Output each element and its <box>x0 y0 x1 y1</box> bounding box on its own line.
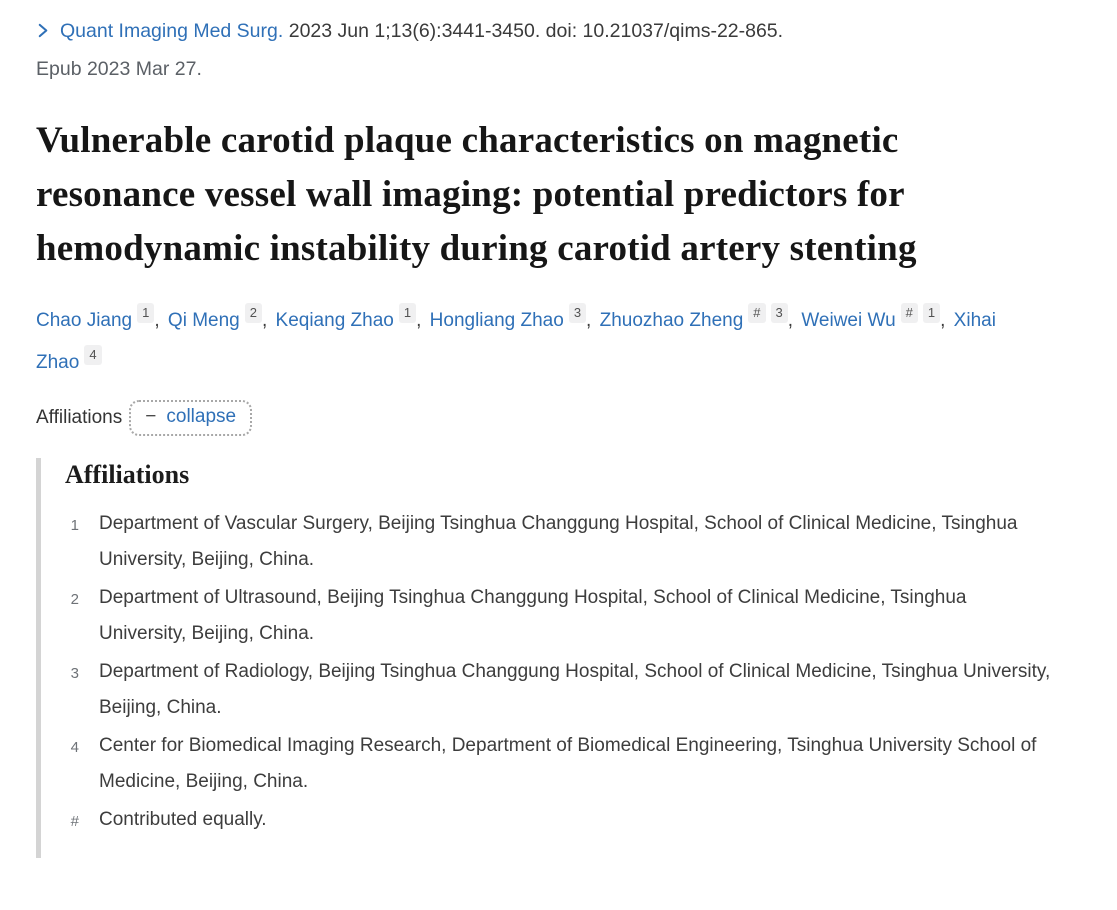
author-link[interactable]: Weiwei Wu <box>801 310 896 331</box>
affiliation-marker: 3 <box>70 665 79 682</box>
affiliation-item: # Contributed equally. <box>65 802 1081 840</box>
affiliation-number-superscript: 3 <box>568 303 587 323</box>
affiliation-number-superscript: 1 <box>922 303 941 323</box>
affiliation-text: Department of Radiology, Beijing Tsinghu… <box>99 661 1051 718</box>
affiliation-text: Department of Vascular Surgery, Beijing … <box>99 513 1018 570</box>
affiliations-toggle-row: Affiliations − collapse <box>36 400 1081 436</box>
affiliations-list: 1 Department of Vascular Surgery, Beijing… <box>65 506 1081 840</box>
author-separator: , <box>154 310 165 331</box>
affiliation-marker: 2 <box>70 591 79 608</box>
author-separator: , <box>261 310 273 331</box>
affiliation-text: Department of Ultrasound, Beijing Tsingh… <box>99 587 967 644</box>
epub-text: Epub 2023 Mar 27. <box>36 58 202 80</box>
affiliations-toggle-label: Affiliations <box>36 407 123 428</box>
affiliation-number-superscript: 1 <box>137 303 155 323</box>
author-link[interactable]: Zhuozhao Zheng <box>599 310 744 331</box>
collapse-button[interactable]: − collapse <box>129 400 253 436</box>
minus-icon: − <box>145 406 157 427</box>
authors-list: Chao Jiang 1, Qi Meng 2, Keqiang Zhao 1, Ho… <box>36 300 1036 384</box>
author-link[interactable]: Hongliang Zhao <box>429 310 564 331</box>
affiliation-item: 3 Department of Radiology, Beijing Tsingh… <box>65 654 1081 726</box>
journal-link[interactable]: Quant Imaging Med Surg. <box>60 20 284 42</box>
affiliations-panel: Affiliations 1 Department of Vascular Sur… <box>36 458 1081 858</box>
affiliation-number-superscript: 4 <box>84 345 102 365</box>
affiliation-item: 1 Department of Vascular Surgery, Beijing… <box>65 506 1081 578</box>
equal-contribution-superscript: # <box>748 303 766 323</box>
affiliation-text: Contributed equally. <box>99 809 267 830</box>
affiliations-heading: Affiliations <box>65 460 190 489</box>
affiliation-item: 4 Center for Biomedical Imaging Research,… <box>65 728 1081 800</box>
author-separator: , <box>940 310 951 331</box>
author-separator: , <box>787 310 799 331</box>
author-link[interactable]: Xihai Zhao <box>36 310 996 373</box>
citation-line: Quant Imaging Med Surg. 2023 Jun 1;13(6)… <box>36 12 1081 88</box>
affiliation-marker: # <box>70 813 79 830</box>
affiliation-number-superscript: 2 <box>244 303 262 323</box>
affiliation-marker: 4 <box>70 739 79 756</box>
author-link[interactable]: Qi Meng <box>167 310 240 331</box>
author-separator: , <box>586 310 597 331</box>
affiliation-marker: 1 <box>70 517 79 534</box>
affiliation-number-superscript: 3 <box>770 303 788 323</box>
page-title: Vulnerable carotid plaque characteristic… <box>36 120 917 269</box>
author-separator: , <box>416 310 427 331</box>
citation-text: 2023 Jun 1;13(6):3441-3450. doi: 10.2103… <box>288 20 784 42</box>
affiliation-text: Center for Biomedical Imaging Research, … <box>99 735 1037 792</box>
collapse-button-label: collapse <box>166 406 237 427</box>
author-link[interactable]: Keqiang Zhao <box>275 310 394 331</box>
chevron-right-icon[interactable] <box>36 13 51 38</box>
equal-contribution-superscript: # <box>900 303 918 323</box>
affiliation-item: 2 Department of Ultrasound, Beijing Tsing… <box>65 580 1081 652</box>
affiliation-number-superscript: 1 <box>398 303 417 323</box>
author-link[interactable]: Chao Jiang <box>36 310 133 331</box>
